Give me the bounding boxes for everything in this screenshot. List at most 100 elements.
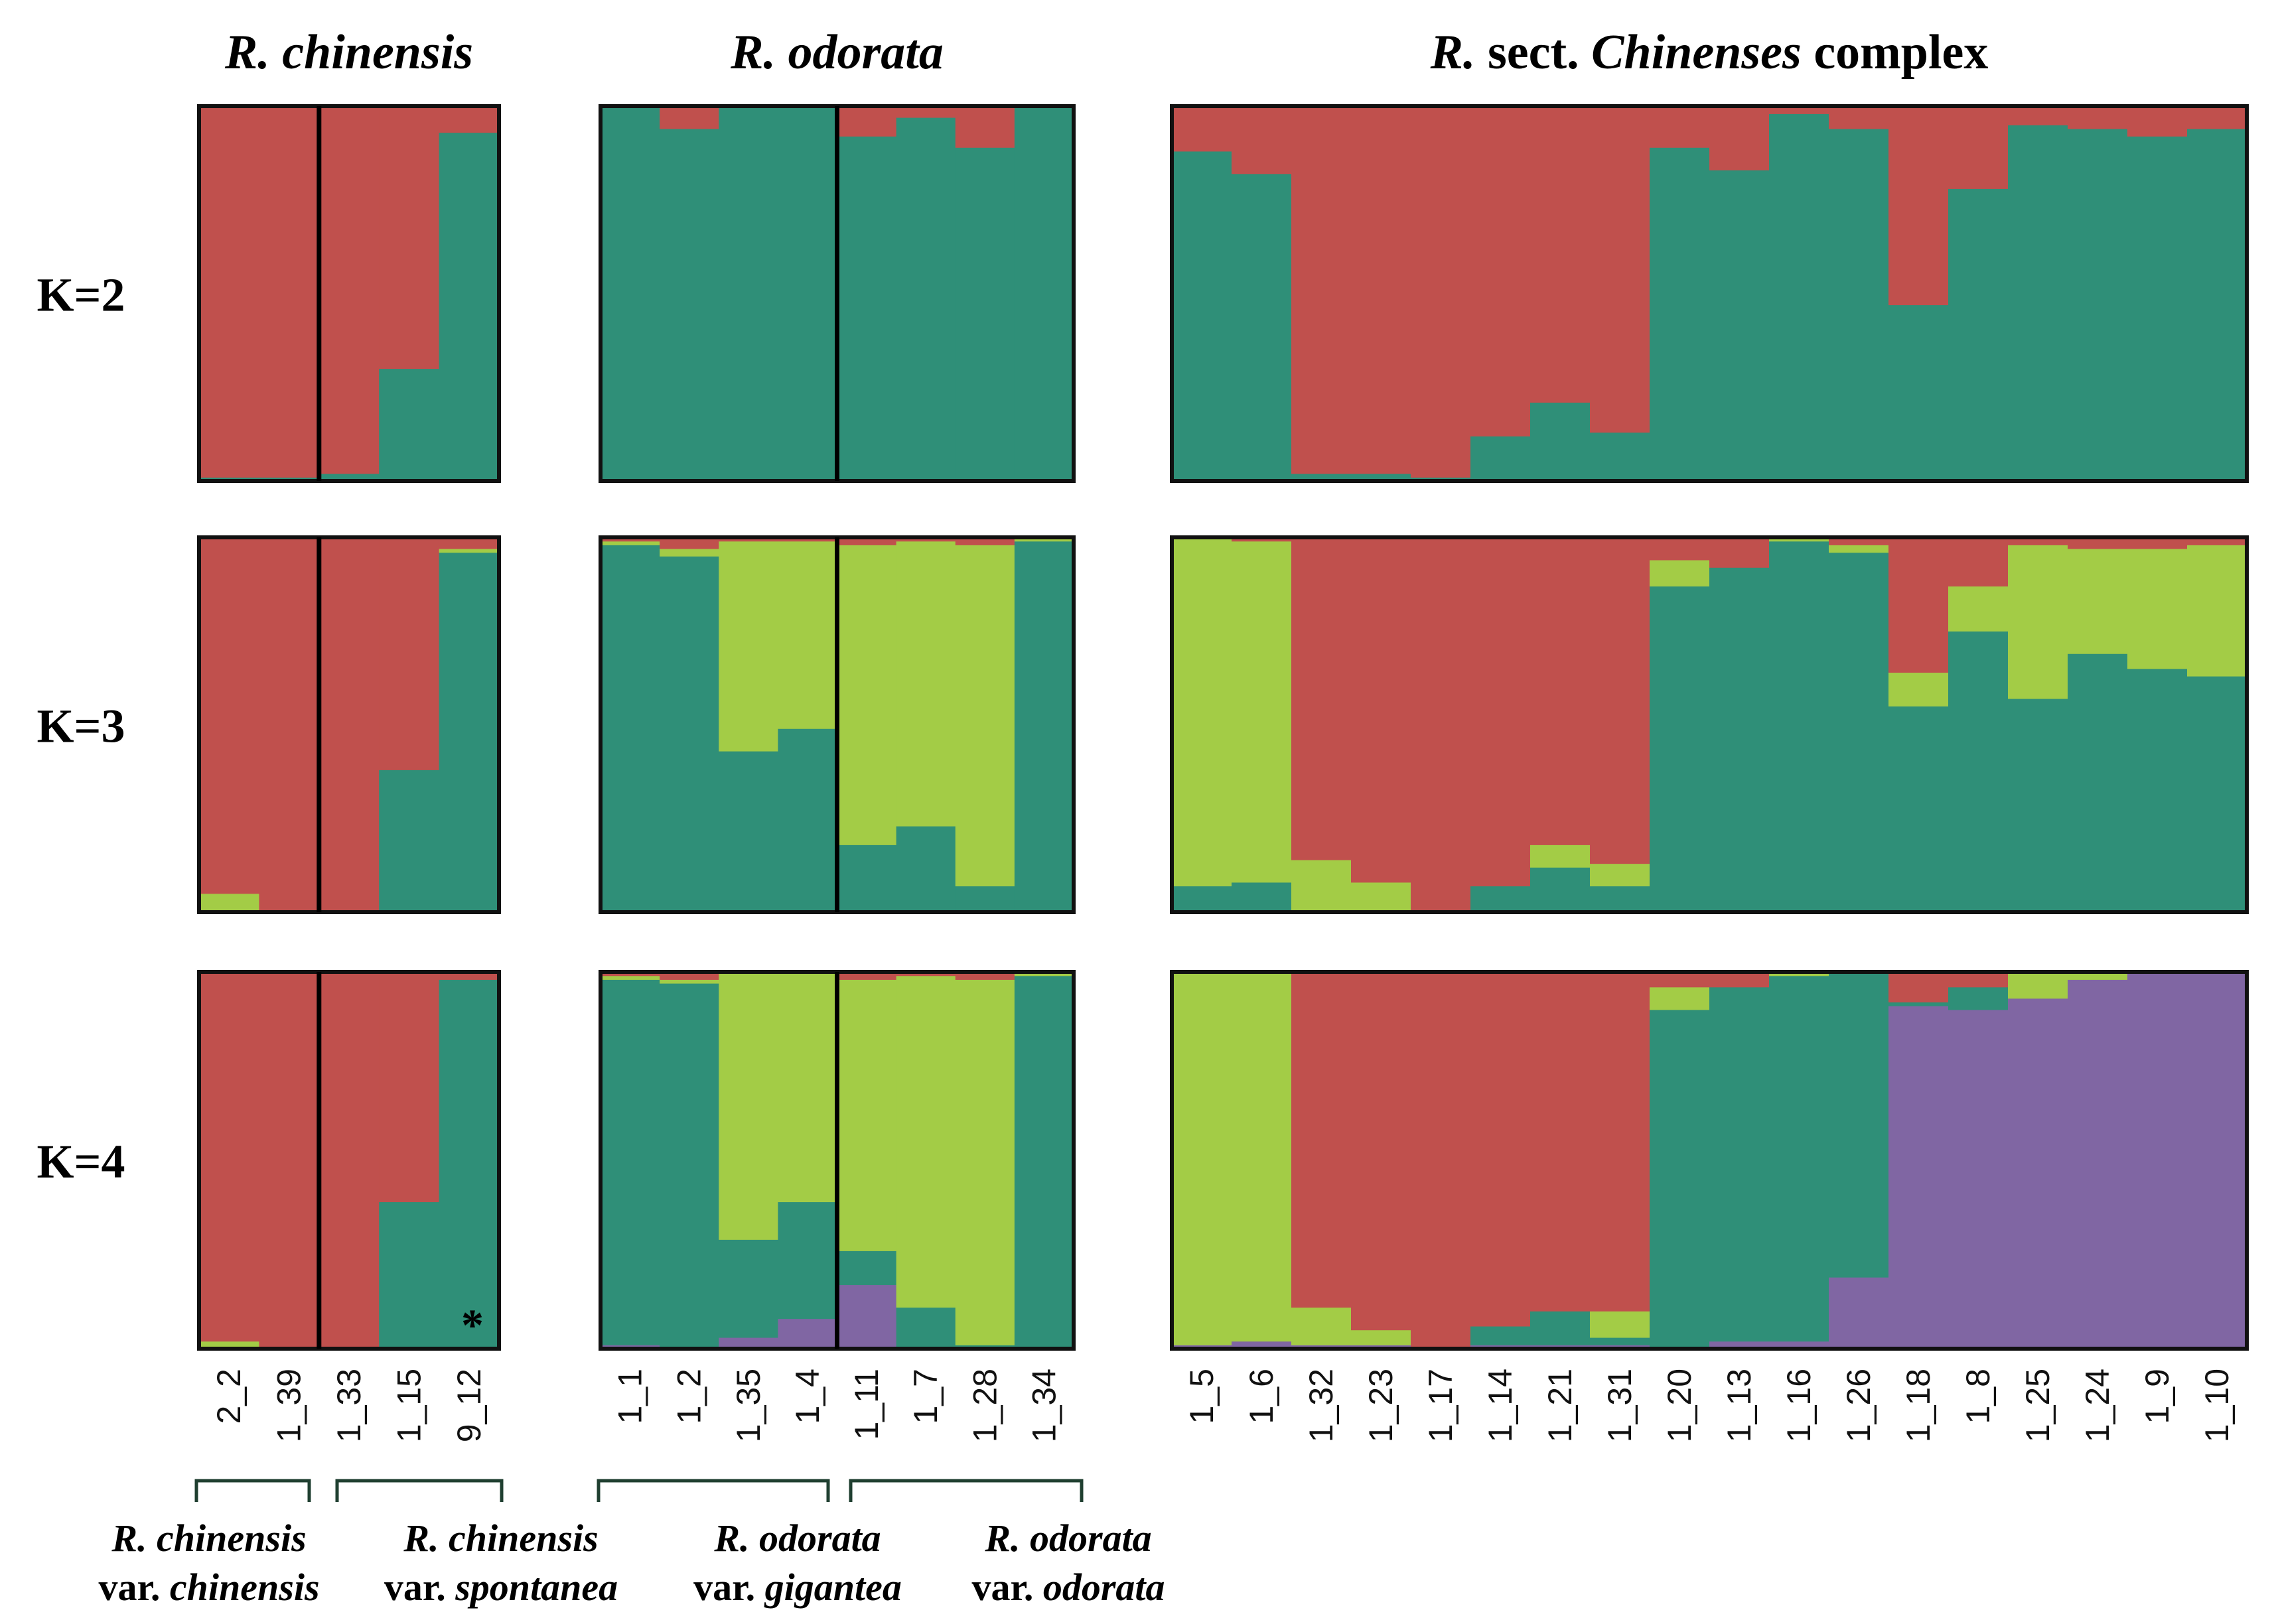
bar-segment (1232, 882, 1292, 913)
bar-segment (1948, 537, 2009, 587)
bar-segment (1530, 106, 1591, 403)
panel-frame (1170, 104, 2249, 483)
bar-segment (660, 556, 719, 913)
bar-segment (1590, 106, 1650, 433)
bar-segment (719, 972, 778, 1240)
bar-segment (259, 972, 320, 1349)
sample-label: 1_6 (1243, 1369, 1280, 1424)
bar-segment (1829, 972, 1889, 1278)
sample-label: 1_2 (671, 1369, 708, 1424)
bar-segment (955, 979, 1015, 1345)
sample-label: 1_23 (1362, 1369, 1399, 1442)
bar-segment (1232, 1341, 1292, 1349)
group-title: R. odorata (730, 25, 944, 80)
bar-segment (2187, 106, 2247, 129)
group-bracket (194, 1479, 311, 1502)
sample-label: 1_26 (1840, 1369, 1877, 1442)
bar-segment (259, 106, 320, 478)
bar-segment (837, 979, 897, 1251)
bar-segment (1888, 972, 1949, 1003)
bar-segment (2068, 548, 2128, 654)
bar-segment (1172, 106, 1232, 152)
bar-segment (955, 147, 1015, 482)
bar-segment (719, 1337, 778, 1349)
bar-segment (1232, 541, 1292, 883)
sample-label: 2_2 (210, 1369, 248, 1424)
bar-segment (719, 1239, 778, 1338)
k-label: K=2 (36, 269, 125, 322)
panel-1-K4 (197, 970, 501, 1351)
text-part: chinensis (170, 1566, 320, 1609)
sample-label: 1_10 (2198, 1369, 2236, 1442)
sample-label: 1_28 (966, 1369, 1003, 1442)
sample-label: 1_33 (330, 1369, 368, 1442)
bar-segment (1172, 537, 1232, 887)
sample-label: 1_16 (1780, 1369, 1817, 1442)
sample-label: 1_24 (2079, 1369, 2116, 1442)
bar-segment (1590, 1311, 1650, 1338)
panel-frame (197, 535, 501, 914)
bar-segment (1470, 436, 1531, 482)
bar-segment (1829, 128, 1889, 482)
bar-segment (199, 972, 259, 1342)
text-part: gigantea (764, 1566, 902, 1609)
bar-segment (1769, 541, 1829, 913)
panel-3-K4 (1170, 970, 2249, 1351)
bar-segment (1769, 113, 1829, 482)
bar-segment (1351, 882, 1411, 913)
bar-segment (896, 106, 956, 118)
sample-label: 1_13 (1721, 1369, 1758, 1442)
bar-segment (1291, 106, 1352, 474)
bar-segment (1351, 972, 1411, 1331)
bar-segment (1829, 1277, 1889, 1349)
bar-segment (778, 1318, 838, 1349)
bar-segment (778, 106, 838, 482)
bar-segment (1530, 1311, 1591, 1345)
bar-segment (1948, 972, 2009, 988)
bar-segment (379, 770, 440, 913)
bar-segment (1709, 986, 1770, 1342)
bar-segment (2008, 998, 2068, 1349)
bar-segment (2068, 653, 2128, 913)
bar-segment (601, 106, 660, 482)
bar-segment (2127, 972, 2188, 1349)
bar-segment (660, 128, 719, 482)
panel-3-K2 (1170, 104, 2249, 483)
bar-segment (1411, 537, 1471, 913)
panel-2-K3 (599, 535, 1076, 914)
bar-segment (601, 537, 660, 542)
bar-segment (719, 106, 778, 482)
bar-segment (439, 537, 500, 549)
text-part: var. (98, 1566, 169, 1609)
sample-label: 1_25 (2019, 1369, 2056, 1442)
bar-segment (379, 368, 440, 482)
bar-segment (2068, 979, 2128, 1349)
bar-segment (199, 537, 259, 894)
sample-label: 1_7 (907, 1369, 944, 1424)
bar-segment (1590, 432, 1650, 482)
bar-segment (837, 1251, 897, 1286)
sample-label: 1_32 (1303, 1369, 1340, 1442)
subgroup-label-species: R. odorata (984, 1517, 1151, 1560)
group-title: R. chinensis (224, 25, 473, 80)
bar-segment (319, 972, 380, 1349)
bar-segment (2127, 537, 2188, 549)
bar-segment (439, 132, 500, 482)
panel-1-K2 (197, 104, 501, 483)
bar-segment (439, 552, 500, 913)
text-part: R. odorata (730, 25, 944, 80)
bar-segment (1470, 537, 1531, 887)
bar-segment (1014, 106, 1074, 482)
bar-segment (2127, 136, 2188, 482)
bar-segment (1829, 545, 1889, 553)
bar-segment (1590, 863, 1650, 887)
panel-2-K2 (599, 104, 1076, 483)
bar-segment (1172, 886, 1232, 913)
bar-segment (837, 136, 897, 482)
sample-label: 1_21 (1541, 1369, 1579, 1442)
bar-segment (1291, 537, 1352, 860)
bar-segment (199, 1341, 259, 1349)
bar-segment (719, 751, 778, 913)
bar-segment (1411, 106, 1471, 478)
bar-segment (2068, 537, 2128, 549)
